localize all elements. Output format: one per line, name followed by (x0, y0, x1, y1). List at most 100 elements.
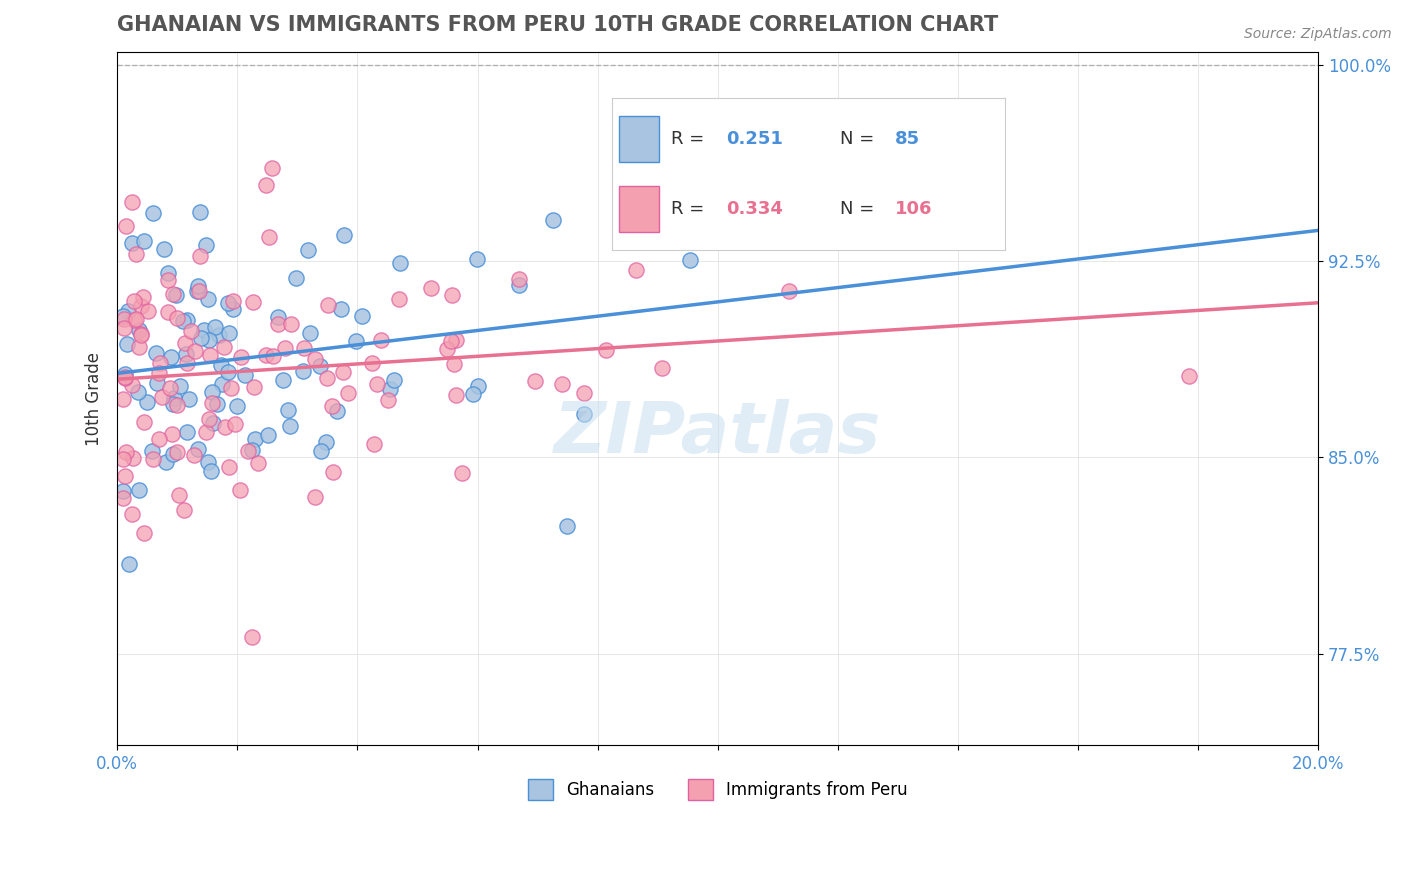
Point (159, 381, 181, 395)
Point (142, 205, 165, 219)
Point (262, 349, 284, 363)
Point (201, 396, 224, 410)
Point (292, 341, 315, 355)
Text: Source: ZipAtlas.com: Source: ZipAtlas.com (1244, 27, 1392, 41)
Point (219, 380, 242, 394)
Point (229, 350, 252, 364)
Point (134, 526, 156, 541)
Point (304, 490, 326, 504)
Point (389, 256, 412, 270)
Point (134, 234, 156, 248)
Point (243, 379, 266, 393)
Point (176, 425, 198, 439)
Point (118, 557, 141, 571)
Point (186, 284, 208, 298)
Point (297, 243, 319, 257)
Point (366, 377, 388, 392)
Point (142, 452, 165, 467)
Point (420, 280, 443, 294)
Point (214, 420, 236, 434)
Point (197, 292, 219, 306)
Point (167, 488, 190, 502)
Point (679, 253, 702, 268)
Point (524, 374, 547, 388)
Point (363, 436, 385, 450)
Point (122, 313, 145, 327)
Point (187, 442, 209, 456)
Point (132, 415, 155, 429)
Point (155, 455, 177, 469)
Point (382, 373, 405, 387)
Point (440, 287, 463, 301)
Point (128, 340, 150, 354)
Point (169, 379, 191, 393)
Point (163, 391, 186, 405)
Point (115, 219, 138, 233)
Point (321, 399, 343, 413)
Point (193, 323, 215, 337)
Point (157, 273, 180, 287)
Point (574, 408, 596, 422)
Point (117, 336, 139, 351)
Text: GHANAIAN VS IMMIGRANTS FROM PERU 10TH GRADE CORRELATION CHART: GHANAIAN VS IMMIGRANTS FROM PERU 10TH GR… (117, 15, 998, 35)
Point (129, 299, 152, 313)
Point (225, 400, 247, 414)
Point (212, 340, 235, 354)
Point (271, 373, 294, 387)
Point (125, 311, 148, 326)
Point (121, 195, 143, 210)
Point (465, 252, 488, 267)
Point (121, 235, 143, 250)
Point (183, 448, 205, 462)
Point (145, 346, 167, 360)
Point (467, 378, 489, 392)
Point (112, 392, 135, 407)
Point (136, 394, 159, 409)
Point (257, 428, 280, 442)
Point (280, 317, 302, 331)
Point (114, 469, 136, 483)
Point (148, 432, 170, 446)
Point (153, 242, 176, 256)
Point (274, 341, 297, 355)
Point (146, 376, 169, 390)
Point (122, 294, 145, 309)
Point (222, 302, 245, 317)
Point (121, 508, 143, 522)
Point (738, 225, 761, 239)
Point (149, 356, 172, 370)
Point (326, 404, 349, 418)
Point (304, 351, 326, 366)
Point (551, 376, 574, 391)
Point (128, 323, 150, 337)
Point (128, 483, 150, 497)
Point (114, 371, 136, 385)
Point (194, 425, 217, 440)
Point (240, 443, 263, 458)
Point (451, 467, 474, 481)
Point (247, 456, 270, 470)
Text: 106: 106 (896, 200, 932, 218)
Point (254, 178, 277, 193)
Point (242, 294, 264, 309)
Point (609, 128, 631, 143)
Point (115, 445, 138, 459)
Point (188, 249, 211, 263)
Point (309, 444, 332, 458)
Point (198, 412, 221, 426)
Point (211, 377, 233, 392)
Point (198, 333, 221, 347)
Point (254, 347, 277, 361)
Point (243, 432, 266, 446)
Point (114, 369, 136, 384)
Text: R =: R = (671, 200, 710, 218)
Point (444, 333, 467, 347)
Point (117, 304, 139, 318)
Point (165, 288, 187, 302)
Point (173, 336, 195, 351)
Point (461, 386, 484, 401)
Point (195, 237, 218, 252)
Point (262, 161, 284, 176)
Text: R =: R = (671, 130, 710, 148)
Point (188, 284, 211, 298)
